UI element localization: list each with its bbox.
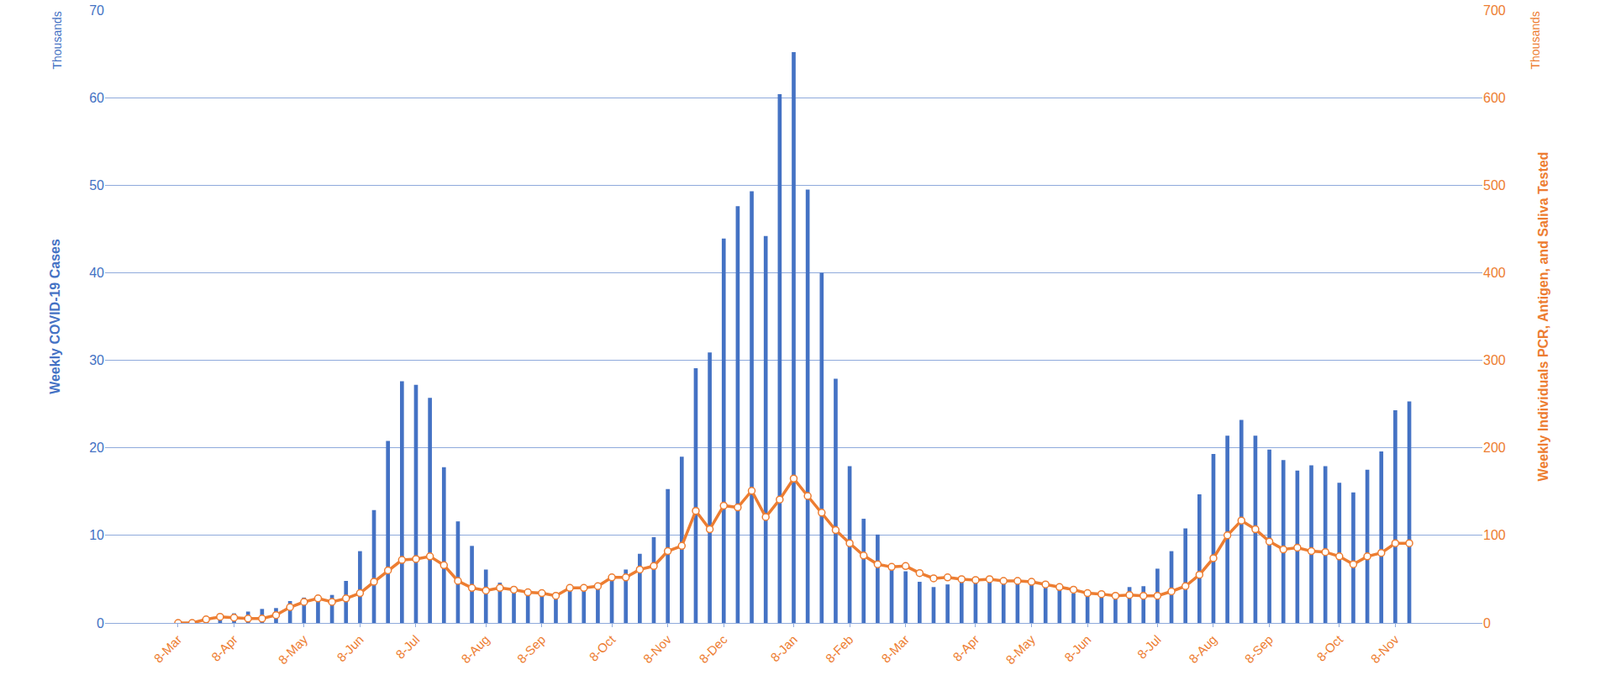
- svg-text:8-Aug: 8-Aug: [457, 631, 492, 666]
- svg-text:8-Jun: 8-Jun: [1061, 631, 1095, 665]
- svg-text:8-Sep: 8-Sep: [514, 631, 548, 666]
- svg-text:0: 0: [1483, 615, 1491, 631]
- svg-text:500: 500: [1483, 178, 1506, 193]
- svg-text:8-Apr: 8-Apr: [208, 631, 241, 664]
- svg-text:8-Mar: 8-Mar: [151, 631, 185, 666]
- svg-text:8-Jul: 8-Jul: [1134, 631, 1164, 662]
- svg-text:Weekly Individuals PCR, Antige: Weekly Individuals PCR, Antigen, and Sal…: [1536, 152, 1551, 482]
- svg-text:8-Sep: 8-Sep: [1242, 631, 1276, 666]
- svg-text:8-Apr: 8-Apr: [949, 631, 982, 664]
- svg-text:70: 70: [89, 3, 105, 18]
- svg-text:8-Aug: 8-Aug: [1185, 631, 1220, 666]
- svg-text:8-Jul: 8-Jul: [392, 631, 422, 662]
- svg-text:8-Mar: 8-Mar: [878, 631, 912, 666]
- svg-text:8-Oct: 8-Oct: [586, 631, 620, 664]
- svg-text:700: 700: [1483, 3, 1506, 18]
- svg-text:8-Dec: 8-Dec: [695, 631, 731, 667]
- svg-text:60: 60: [89, 90, 105, 106]
- svg-text:300: 300: [1483, 352, 1506, 368]
- svg-text:600: 600: [1483, 90, 1506, 106]
- svg-text:0: 0: [96, 615, 105, 631]
- svg-text:8-Nov: 8-Nov: [640, 631, 675, 667]
- svg-text:8-Jun: 8-Jun: [333, 631, 367, 665]
- svg-text:8-May: 8-May: [1002, 631, 1038, 668]
- svg-text:100: 100: [1483, 527, 1506, 543]
- svg-text:Weekly COVID-19 Cases: Weekly COVID-19 Cases: [47, 238, 63, 395]
- svg-text:8-Nov: 8-Nov: [1368, 631, 1403, 667]
- svg-text:Thousands: Thousands: [50, 10, 64, 69]
- svg-text:200: 200: [1483, 440, 1506, 455]
- svg-text:8-May: 8-May: [275, 631, 311, 668]
- svg-text:400: 400: [1483, 265, 1506, 280]
- svg-text:30: 30: [89, 352, 105, 368]
- svg-text:50: 50: [89, 178, 105, 193]
- svg-text:40: 40: [89, 265, 105, 280]
- svg-text:10: 10: [89, 527, 105, 543]
- svg-text:8-Oct: 8-Oct: [1313, 631, 1347, 664]
- svg-text:Thousands: Thousands: [1528, 10, 1543, 69]
- svg-text:8-Feb: 8-Feb: [822, 631, 857, 666]
- svg-text:20: 20: [89, 440, 105, 455]
- svg-text:8-Jan: 8-Jan: [767, 631, 800, 665]
